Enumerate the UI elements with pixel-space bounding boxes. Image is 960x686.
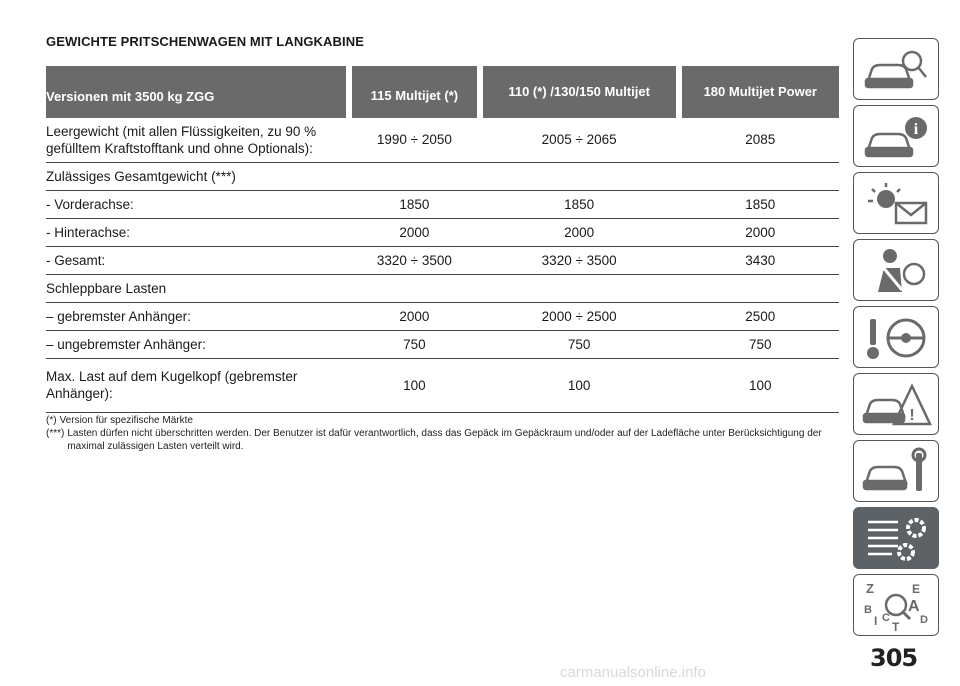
page-number: 305 — [870, 644, 918, 672]
row-value: 2005 ÷ 2065 — [482, 118, 676, 163]
header-110-130-150-multijet: 110 (*) /130/150 Multijet — [482, 66, 676, 118]
table-row: - Gesamt: 3320 ÷ 3500 3320 ÷ 3500 3430 — [46, 246, 839, 275]
table-header-row: Versionen mit 3500 kg ZGG 115 Multijet (… — [46, 66, 839, 118]
car-search-icon — [864, 50, 927, 89]
row-label: - Hinterachse: — [46, 218, 346, 247]
page-title: GEWICHTE PRITSCHENWAGEN MIT LANGKABINE — [46, 34, 364, 49]
row-value: 3430 — [681, 246, 839, 275]
row-label: Max. Last auf dem Kugelkopf (gebremster … — [46, 358, 346, 413]
row-value — [482, 162, 676, 191]
row-value: 100 — [681, 358, 839, 413]
table-row: Max. Last auf dem Kugelkopf (gebremster … — [46, 358, 839, 413]
table-row: – gebremster Anhänger: 2000 2000 ÷ 2500 250… — [46, 302, 839, 331]
svg-text:i: i — [914, 121, 919, 138]
footnote: (***) Lasten dürfen nicht überschritten … — [46, 428, 822, 452]
header-115-multijet: 115 Multijet (*) — [352, 66, 477, 118]
row-value: 1850 — [681, 190, 839, 219]
tab-knowing-car[interactable] — [853, 38, 939, 100]
row-value: 2000 — [482, 218, 676, 247]
tab-starting-driving[interactable] — [853, 306, 939, 368]
row-value: 1850 — [352, 190, 477, 219]
seatbelt-airbag-icon — [878, 249, 926, 292]
row-label: - Vorderachse: — [46, 190, 346, 219]
row-value: 2000 ÷ 2500 — [482, 302, 676, 331]
row-label: Zulässiges Gesamtgewicht (***) — [46, 162, 346, 191]
row-value — [681, 162, 839, 191]
row-value: 3320 ÷ 3500 — [352, 246, 477, 275]
row-value: 2000 — [681, 218, 839, 247]
index-letter: A — [908, 598, 920, 615]
row-value: 3320 ÷ 3500 — [482, 246, 676, 275]
table-row: Zulässiges Gesamtgewicht (***) — [46, 162, 839, 191]
row-value: 750 — [352, 330, 477, 359]
index-letter: T — [892, 620, 900, 631]
row-value: 2085 — [681, 118, 839, 163]
table-row: Leergewicht (mit allen Flüssigkeiten, zu… — [46, 118, 839, 163]
warning-light-message-icon — [868, 183, 928, 225]
specifications-gears-icon — [868, 518, 926, 561]
table-row: - Hinterachse: 2000 2000 2000 — [46, 218, 839, 247]
row-value — [482, 274, 676, 303]
index-letter: I — [874, 614, 877, 628]
table-row: - Vorderachse: 1850 1850 1850 — [46, 190, 839, 219]
alphabetical-index-icon: Z E B A C D T I — [864, 581, 928, 631]
row-label: Schleppbare Lasten — [46, 274, 346, 303]
key-steering-wheel-icon — [867, 318, 926, 359]
row-value: 750 — [482, 330, 676, 359]
index-letter: C — [882, 612, 890, 624]
svg-text:!: ! — [909, 407, 914, 424]
car-info-icon: i — [864, 117, 927, 158]
tab-technical-specifications[interactable] — [853, 507, 939, 569]
watermark: carmanualsonline.info — [560, 664, 706, 681]
car-wrench-icon — [862, 447, 927, 491]
header-180-multijet-power: 180 Multijet Power — [681, 66, 839, 118]
index-letter: E — [912, 582, 920, 596]
row-value: 100 — [482, 358, 676, 413]
row-label: Leergewicht (mit allen Flüssigkeiten, zu… — [46, 118, 346, 163]
row-value: 2000 — [352, 218, 477, 247]
row-label: - Gesamt: — [46, 246, 346, 275]
row-value — [352, 162, 477, 191]
footnote: (*) Version für spezifische Märkte — [46, 415, 193, 426]
row-value — [352, 274, 477, 303]
row-value: 2500 — [681, 302, 839, 331]
tab-maintenance[interactable] — [853, 440, 939, 502]
tab-seats-airbags[interactable] — [853, 239, 939, 301]
table-row: – ungebremster Anhänger: 750 750 750 — [46, 330, 839, 359]
table-row: Schleppbare Lasten — [46, 274, 839, 303]
header-versions: Versionen mit 3500 kg ZGG — [46, 66, 346, 118]
tab-emergency[interactable]: ! — [853, 373, 939, 435]
index-letter: Z — [866, 581, 874, 596]
row-label: – ungebremster Anhänger: — [46, 330, 346, 359]
row-value: 1850 — [482, 190, 676, 219]
table-body: Leergewicht (mit allen Flüssigkeiten, zu… — [46, 118, 839, 413]
row-value: 100 — [352, 358, 477, 413]
row-value — [681, 274, 839, 303]
row-value: 1990 ÷ 2050 — [352, 118, 477, 163]
footnotes: (*) Version für spezifische Märkte (***)… — [46, 414, 839, 453]
tab-safety[interactable]: i — [853, 105, 939, 167]
row-label: – gebremster Anhänger: — [46, 302, 346, 331]
index-letter: D — [920, 614, 928, 626]
row-value: 2000 — [352, 302, 477, 331]
car-warning-triangle-icon: ! — [862, 383, 932, 426]
index-letter: B — [864, 604, 872, 616]
tab-index[interactable]: Z E B A C D T I — [853, 574, 939, 636]
weights-table: Versionen mit 3500 kg ZGG 115 Multijet (… — [46, 66, 839, 413]
row-value: 750 — [681, 330, 839, 359]
tab-warning-lights[interactable] — [853, 172, 939, 234]
